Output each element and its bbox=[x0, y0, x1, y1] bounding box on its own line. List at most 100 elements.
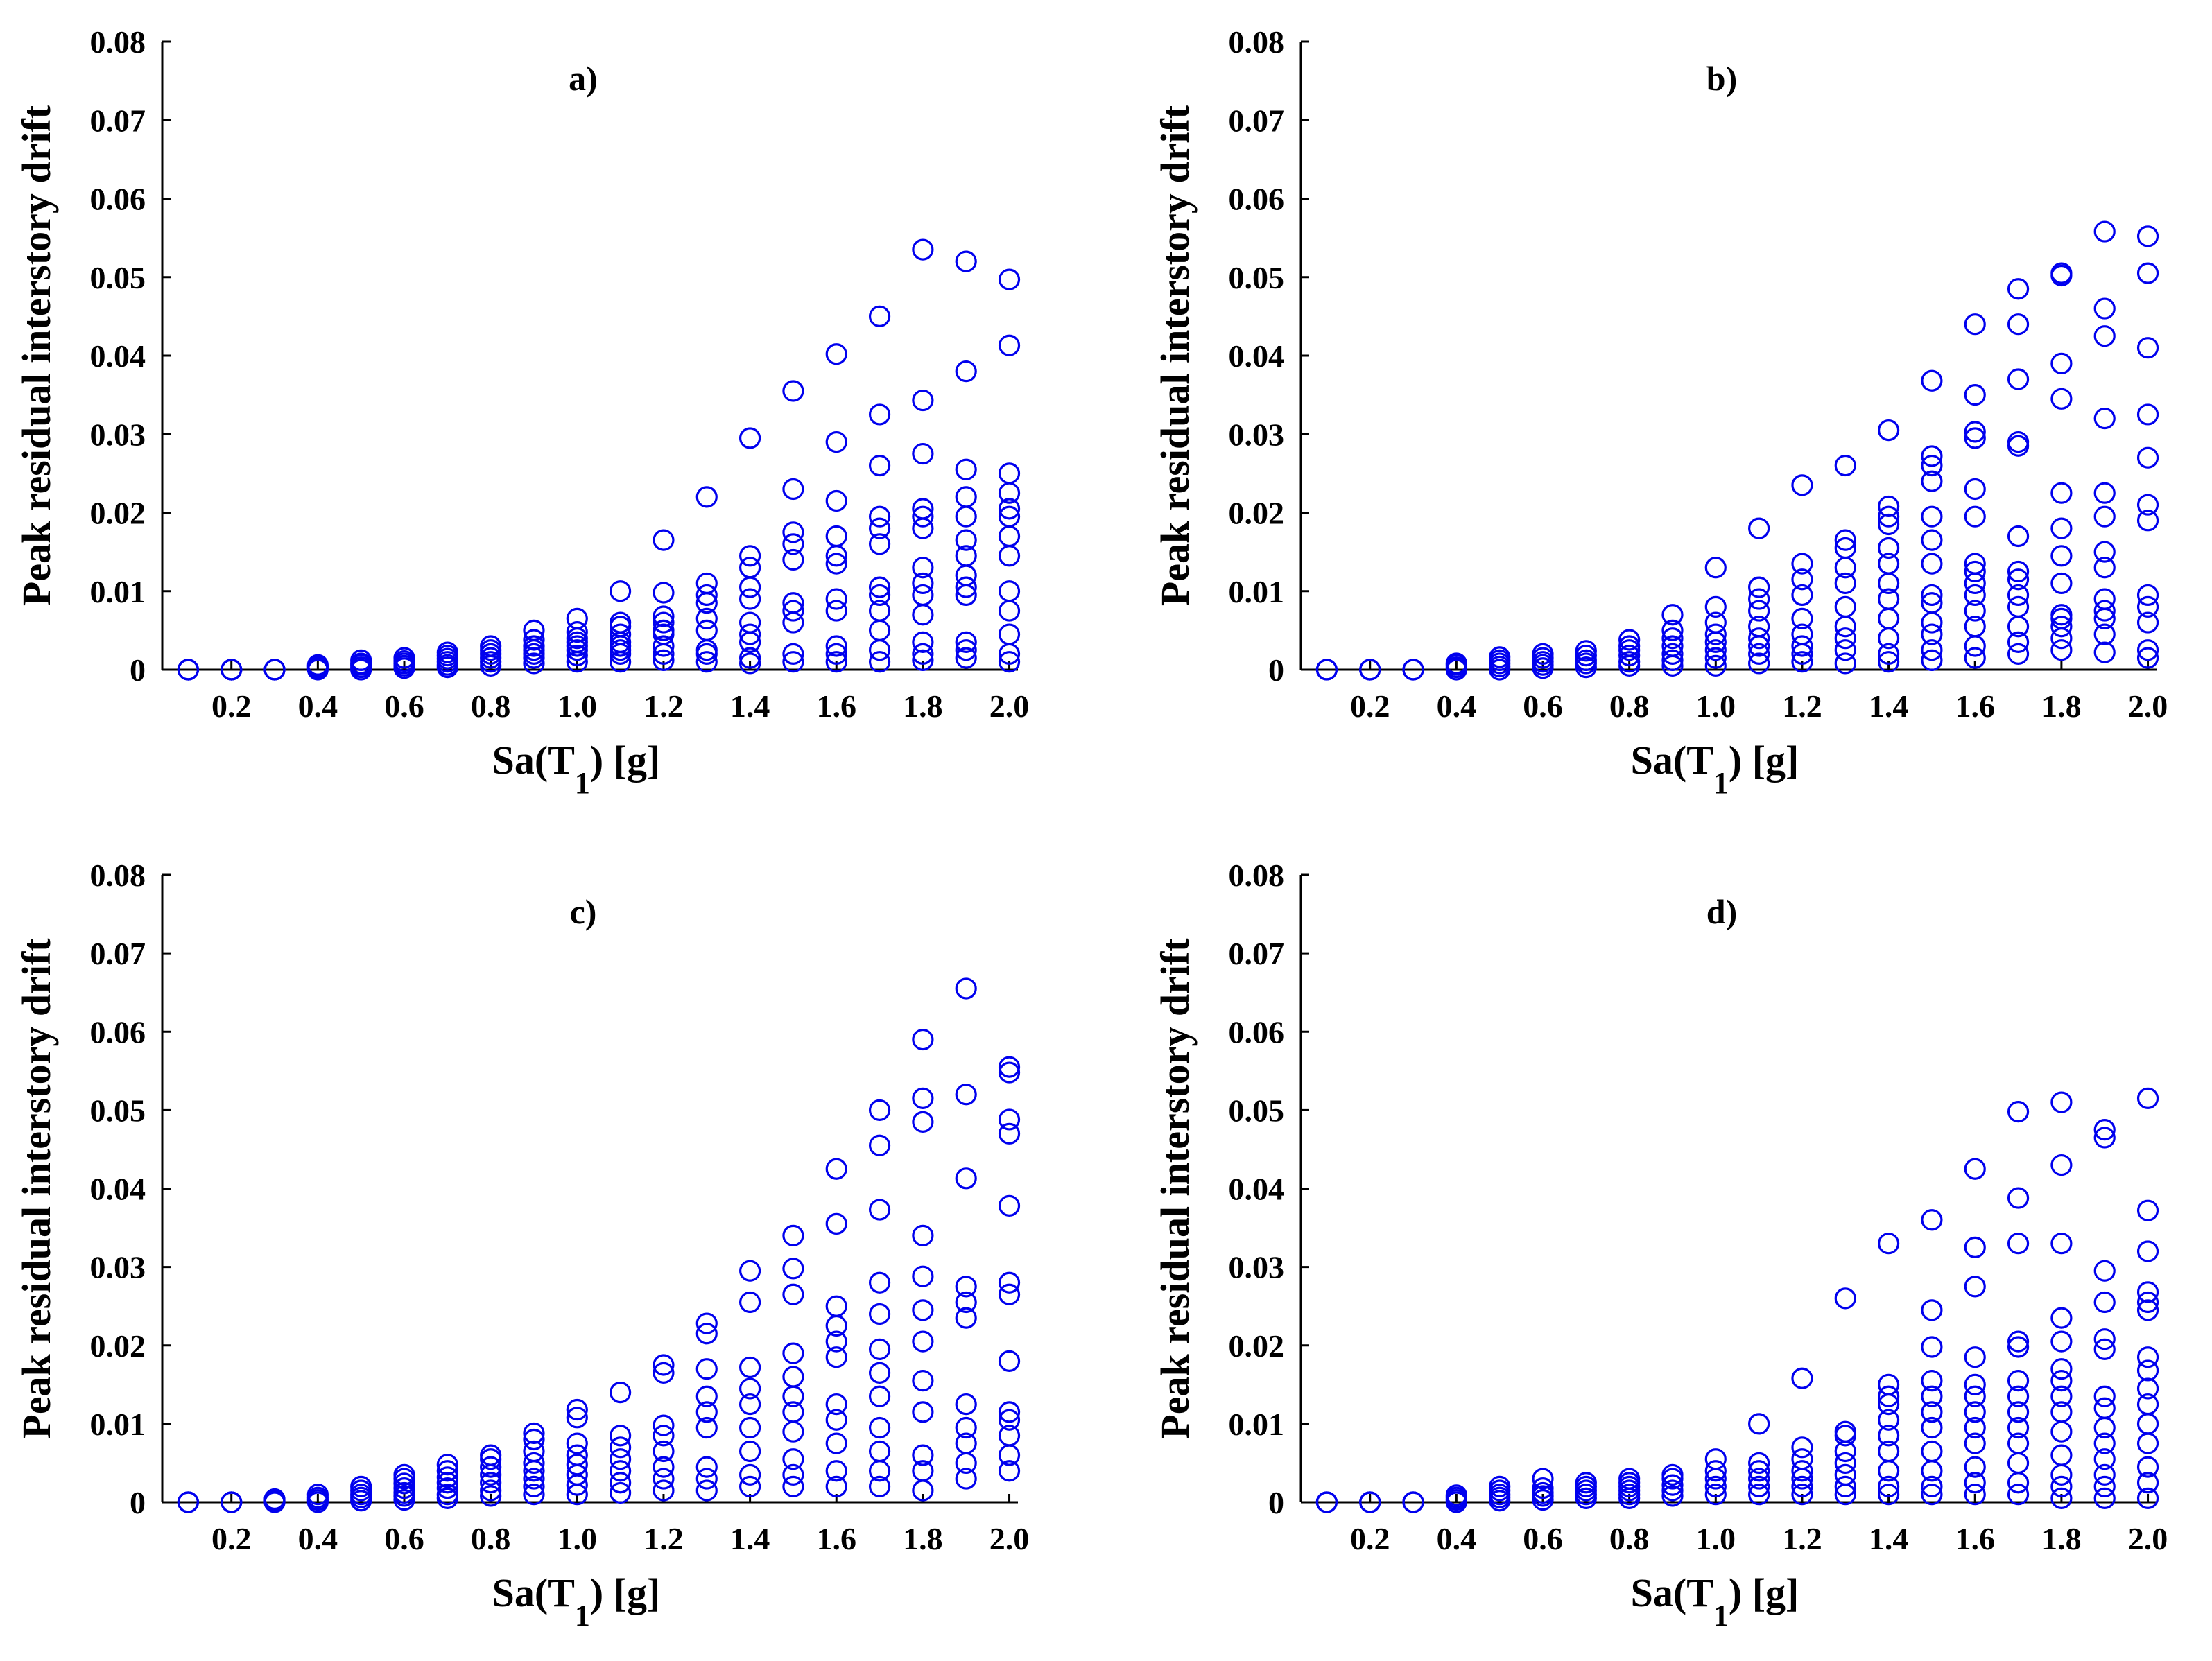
data-point bbox=[1834, 1452, 1856, 1475]
data-point bbox=[695, 1312, 718, 1334]
y-tick-label: 0.02 bbox=[1229, 1328, 1285, 1364]
data-point bbox=[480, 1472, 502, 1494]
data-point bbox=[1575, 640, 1597, 662]
data-point bbox=[1791, 584, 1813, 607]
y-tick-label: 0.01 bbox=[90, 574, 146, 609]
data-point bbox=[782, 548, 804, 571]
data-point bbox=[2007, 368, 2030, 390]
data-point bbox=[523, 1484, 545, 1506]
data-point bbox=[2136, 262, 2159, 284]
data-point bbox=[2007, 1233, 2030, 1255]
data-point bbox=[955, 631, 977, 653]
data-point bbox=[610, 1436, 632, 1459]
panel-d: 0 0.01 0.02 0.03 0.04 0.05 0.06 0.07 0.08 0.2 0.4 0… bbox=[1152, 858, 2168, 1633]
data-point bbox=[2093, 541, 2116, 563]
y-tick-label: 0 bbox=[1268, 652, 1284, 688]
data-point bbox=[825, 635, 847, 657]
data-point bbox=[566, 621, 588, 643]
data-point bbox=[653, 1414, 675, 1436]
x-tick-label: 1.6 bbox=[816, 688, 856, 724]
y-tick-label: 0.01 bbox=[90, 1407, 146, 1442]
data-point bbox=[955, 576, 977, 598]
data-point bbox=[912, 572, 934, 595]
data-point bbox=[1791, 651, 1813, 673]
x-tick-label: 0.4 bbox=[298, 688, 338, 724]
data-point bbox=[1834, 572, 1856, 595]
x-tick-label: 0.6 bbox=[1523, 688, 1563, 724]
data-point bbox=[825, 343, 847, 365]
panel-c: 0 0.01 0.02 0.03 0.04 0.05 0.06 0.07 0.08 0.2 0.4 0… bbox=[14, 858, 1029, 1633]
data-point bbox=[306, 654, 329, 676]
data-point bbox=[1964, 584, 1986, 607]
data-point bbox=[782, 380, 804, 402]
y-tick-label: 0.08 bbox=[90, 858, 146, 893]
data-point bbox=[1921, 553, 1943, 575]
data-point bbox=[738, 647, 761, 669]
data-point bbox=[2136, 1393, 2159, 1416]
data-point bbox=[1964, 478, 1986, 501]
data-point bbox=[1704, 647, 1727, 669]
data-point bbox=[998, 580, 1021, 602]
data-point bbox=[1661, 635, 1684, 657]
data-point bbox=[566, 1432, 588, 1454]
data-point bbox=[2136, 1346, 2159, 1368]
data-point bbox=[2050, 1444, 2073, 1466]
x-tick-label: 2.0 bbox=[2128, 1521, 2168, 1556]
data-point bbox=[912, 643, 934, 665]
data-point bbox=[2050, 1475, 2073, 1497]
x-tick-label: 1.8 bbox=[903, 688, 943, 724]
data-point bbox=[1964, 505, 1986, 528]
data-point bbox=[1791, 568, 1813, 591]
data-point bbox=[1877, 643, 1900, 665]
data-point bbox=[998, 651, 1021, 673]
data-point bbox=[1964, 1373, 1986, 1395]
data-point bbox=[2093, 1127, 2116, 1149]
data-point bbox=[610, 623, 632, 645]
x-tick-label: 0.6 bbox=[384, 1521, 424, 1556]
data-point bbox=[1964, 384, 1986, 406]
y-tick-label: 0.06 bbox=[90, 1014, 146, 1050]
x-axis-title-subscript: 1 bbox=[575, 1599, 590, 1633]
data-point bbox=[2050, 1091, 2073, 1113]
data-point bbox=[1921, 1299, 1943, 1321]
data-point bbox=[738, 1377, 761, 1400]
y-tick-label: 0.05 bbox=[90, 1093, 146, 1128]
data-point bbox=[1877, 553, 1900, 575]
y-tick-label: 0.07 bbox=[1229, 103, 1285, 138]
data-point bbox=[1921, 1475, 1943, 1497]
data-point bbox=[955, 1291, 977, 1314]
data-point bbox=[2007, 1101, 2030, 1123]
data-point bbox=[912, 584, 934, 607]
y-tick-label: 0.07 bbox=[1229, 936, 1285, 971]
data-point bbox=[738, 611, 761, 634]
data-point bbox=[1791, 1367, 1813, 1389]
x-tick-label: 0.6 bbox=[384, 688, 424, 724]
data-point bbox=[2050, 1385, 2073, 1407]
data-point bbox=[1964, 647, 1986, 669]
data-point bbox=[2007, 431, 2030, 453]
y-axis-title: Peak residual interstory drift bbox=[1152, 938, 1198, 1439]
data-point bbox=[436, 1466, 458, 1488]
data-point bbox=[868, 1440, 891, 1463]
x-axis-title-main: Sa(T bbox=[492, 1570, 575, 1615]
data-point bbox=[1532, 1477, 1554, 1499]
y-tick-label: 0.03 bbox=[1229, 417, 1285, 452]
data-point bbox=[912, 498, 934, 520]
data-point bbox=[1921, 505, 1943, 528]
data-point bbox=[695, 584, 718, 607]
data-point bbox=[2136, 584, 2159, 607]
data-point bbox=[738, 557, 761, 579]
data-point bbox=[1489, 646, 1511, 668]
data-point bbox=[523, 652, 545, 675]
data-point bbox=[1921, 592, 1943, 614]
data-point bbox=[2050, 482, 2073, 504]
data-point bbox=[566, 1398, 588, 1421]
data-point bbox=[1921, 1385, 1943, 1407]
data-point bbox=[2050, 639, 2073, 661]
y-axis-title: Peak residual interstory drift bbox=[1152, 105, 1198, 606]
data-point bbox=[955, 529, 977, 551]
x-tick-label: 1.6 bbox=[816, 1521, 856, 1556]
data-point bbox=[2136, 1456, 2159, 1478]
data-point bbox=[2093, 505, 2116, 528]
data-point bbox=[825, 431, 847, 453]
